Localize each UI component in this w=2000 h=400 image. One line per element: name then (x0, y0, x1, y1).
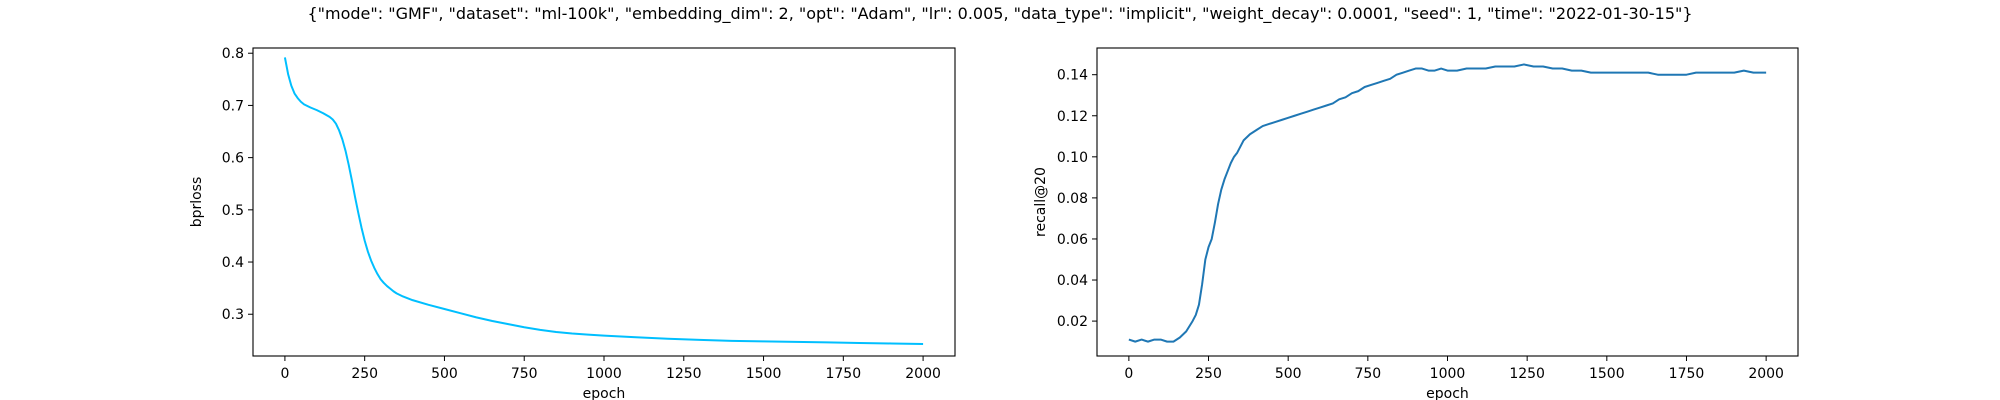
x-tick-label: 2000 (905, 366, 941, 382)
x-tick-label: 250 (1195, 366, 1222, 382)
y-tick-label: 0.8 (222, 46, 244, 62)
y-tick-label: 0.7 (222, 98, 244, 114)
y-axis-label: recall@20 (1033, 167, 1049, 237)
x-axis-label: epoch (1426, 386, 1469, 400)
y-tick-label: 0.08 (1057, 191, 1088, 207)
x-tick-label: 750 (1354, 366, 1381, 382)
x-tick-label: 1250 (1509, 366, 1545, 382)
figure-title: {"mode": "GMF", "dataset": "ml-100k", "e… (307, 4, 1693, 23)
x-tick-label: 500 (1275, 366, 1302, 382)
x-tick-label: 1750 (825, 366, 861, 382)
y-tick-label: 0.14 (1057, 68, 1088, 84)
x-axis-label: epoch (583, 386, 626, 400)
axes-frame (1096, 47, 1799, 357)
y-tick-label: 0.12 (1057, 109, 1088, 125)
x-tick-label: 250 (351, 366, 378, 382)
x-tick-label: 1000 (1430, 366, 1466, 382)
x-tick-label: 1000 (586, 366, 622, 382)
x-tick-label: 750 (511, 366, 538, 382)
x-tick-label: 2000 (1748, 366, 1784, 382)
y-tick-label: 0.6 (222, 151, 244, 167)
x-tick-label: 0 (1124, 366, 1133, 382)
y-tick-label: 0.02 (1057, 314, 1088, 330)
x-tick-label: 1500 (1589, 366, 1625, 382)
x-tick-label: 0 (280, 366, 289, 382)
x-tick-label: 1250 (666, 366, 702, 382)
y-axis-label: bprloss (189, 177, 205, 228)
y-tick-label: 0.5 (222, 203, 244, 219)
x-tick-label: 1750 (1669, 366, 1705, 382)
y-tick-label: 0.10 (1057, 150, 1088, 166)
series-line (283, 57, 924, 345)
y-tick-label: 0.4 (222, 255, 244, 271)
x-tick-label: 1500 (746, 366, 782, 382)
y-tick-label: 0.06 (1057, 232, 1088, 248)
series-line (1128, 63, 1767, 343)
x-tick-label: 500 (431, 366, 458, 382)
y-tick-label: 0.3 (222, 307, 244, 323)
y-tick-label: 0.04 (1057, 273, 1088, 289)
